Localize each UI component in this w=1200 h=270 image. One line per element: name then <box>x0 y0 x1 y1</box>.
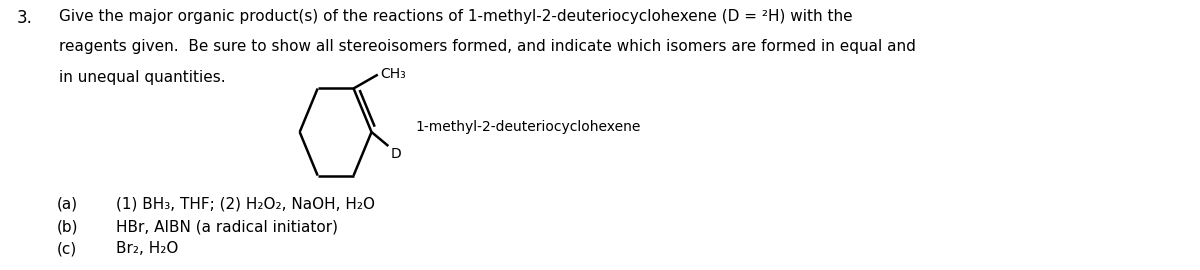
Text: (a): (a) <box>56 197 77 212</box>
Text: HBr, AIBN (a radical initiator): HBr, AIBN (a radical initiator) <box>116 220 338 235</box>
Text: (b): (b) <box>56 220 78 235</box>
Text: reagents given.  Be sure to show all stereoisomers formed, and indicate which is: reagents given. Be sure to show all ster… <box>59 39 916 55</box>
Text: 3.: 3. <box>17 9 32 27</box>
Text: Br₂, H₂O: Br₂, H₂O <box>116 241 179 256</box>
Text: D: D <box>390 147 401 161</box>
Text: 1-methyl-2-deuteriocyclohexene: 1-methyl-2-deuteriocyclohexene <box>415 120 641 134</box>
Text: (c): (c) <box>56 241 77 256</box>
Text: (1) BH₃, THF; (2) H₂O₂, NaOH, H₂O: (1) BH₃, THF; (2) H₂O₂, NaOH, H₂O <box>116 197 376 212</box>
Text: in unequal quantities.: in unequal quantities. <box>59 70 226 85</box>
Text: CH₃: CH₃ <box>379 67 406 81</box>
Text: Give the major organic product(s) of the reactions of 1-methyl-2-deuteriocyclohe: Give the major organic product(s) of the… <box>59 9 853 24</box>
